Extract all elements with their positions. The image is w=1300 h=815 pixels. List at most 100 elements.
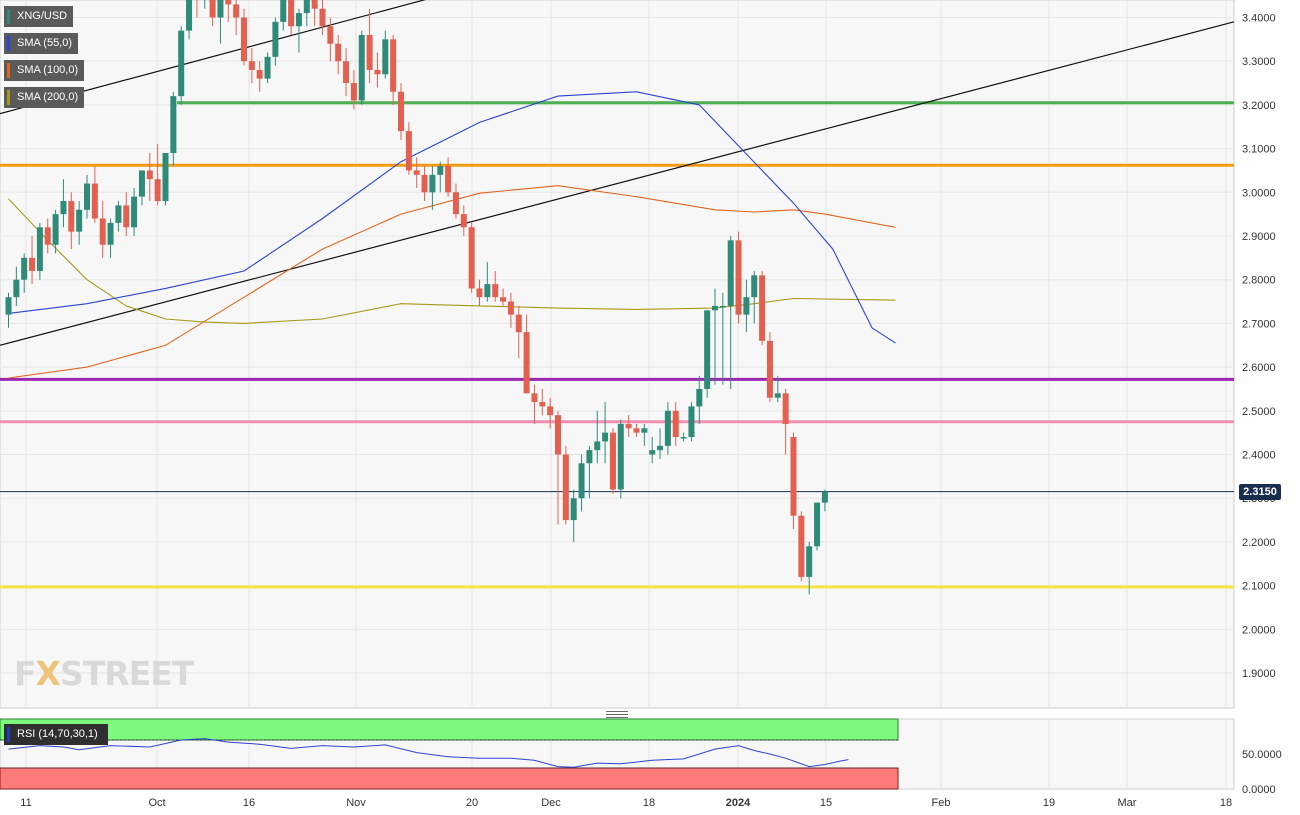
candle-body [586,450,593,464]
x-tick-label: Oct [148,797,165,809]
candle-body [523,332,530,394]
candle-body [594,441,601,451]
y-tick-label: 2.5000 [1242,406,1276,418]
candle-body [217,0,224,18]
candle-body [99,218,106,245]
candle-body [233,4,240,18]
candle-body [60,201,67,215]
candle-body [735,240,742,315]
candle-body [429,174,436,193]
rsi-overbought-zone [0,718,899,741]
candle-body [633,428,640,433]
candle-body [806,546,813,577]
rsi-swatch [7,727,10,742]
candle-body [390,39,397,92]
symbol-swatch [7,9,10,24]
candle-body [664,410,671,446]
x-tick-label: 20 [466,797,478,809]
candle-body [29,257,36,271]
sma-200-swatch [7,90,10,105]
candle-body [766,340,773,398]
candle-body [570,498,577,521]
candle-body [531,393,538,403]
y-tick-label: 2.1000 [1242,581,1276,593]
legend-rsi[interactable]: RSI (14,70,30,1) [4,724,108,745]
candle-body [36,227,43,271]
candle-body [578,463,585,499]
candle-body [146,170,153,180]
rsi-tick-label: 0.0000 [1242,784,1276,796]
candle-body [343,61,350,84]
price-pane [0,0,1235,709]
candle-body [311,0,318,9]
candle-body [107,222,114,245]
candle-body [468,227,475,289]
candle-body [154,179,161,202]
candle-body [303,0,310,14]
candle-body [138,170,145,197]
x-tick-label: Feb [932,797,951,809]
candle-body [170,96,177,153]
candle-body [162,152,169,202]
trendline [0,21,1235,346]
x-tick-label: Mar [1118,797,1137,809]
candle-body [500,297,507,302]
candle-body [288,0,295,27]
candle-body [790,437,797,516]
pane-resize-handle[interactable] [606,711,628,718]
y-tick-label: 3.3000 [1242,56,1276,68]
candle-body [814,502,821,547]
sma-100-line [8,185,896,379]
legend-sma-200[interactable]: SMA (200,0) [4,87,85,108]
candle-body [186,0,193,31]
candle-body [617,423,624,490]
candle-body [680,437,687,439]
candle-body [91,183,98,219]
candle-body [727,240,734,306]
candle-body [515,314,522,333]
candle-body [460,214,467,228]
candle-body [264,56,271,79]
candle-body [44,227,51,245]
candle-body [625,423,632,429]
y-tick-label: 2.4000 [1242,450,1276,462]
y-tick-label: 2.7000 [1242,318,1276,330]
candle-body [350,83,357,101]
candle-body [484,284,491,298]
candle-body [327,26,334,44]
candle-body [452,192,459,215]
candle-body [507,301,514,315]
candle-body [821,491,828,503]
legend-sma-55-label: SMA (55,0) [17,37,73,49]
rsi-tick-label: 50.0000 [1242,749,1282,761]
candle-body [696,388,703,407]
x-tick-label: 16 [243,797,255,809]
legend-sma-55[interactable]: SMA (55,0) [4,33,79,54]
rsi-line [8,738,849,768]
y-tick-label: 2.0000 [1242,624,1276,636]
legend-sma-100[interactable]: SMA (100,0) [4,60,85,81]
candle-body [21,257,28,280]
y-tick-label: 2.8000 [1242,275,1276,287]
x-tick-label: 11 [20,797,31,809]
candle-body [178,30,185,97]
candle-body [358,34,365,101]
sma-100-swatch [7,63,10,78]
candle-body [84,183,90,210]
sma-200-line [8,198,896,324]
legend-rsi-label: RSI (14,70,30,1) [17,728,98,740]
legend-symbol[interactable]: XNG/USD [4,6,74,27]
candle-body [743,297,750,315]
candle-body [798,515,805,577]
x-tick-label: 18 [1220,797,1232,809]
candle-body [704,310,711,389]
candle-body [641,428,648,433]
candles-group [5,0,828,595]
x-tick-label: 2024 [726,797,751,809]
candle-body [68,201,75,232]
y-tick-label: 2.2000 [1242,537,1276,549]
candle-body [759,275,766,341]
candle-body [712,305,718,311]
candle-body [5,297,12,315]
